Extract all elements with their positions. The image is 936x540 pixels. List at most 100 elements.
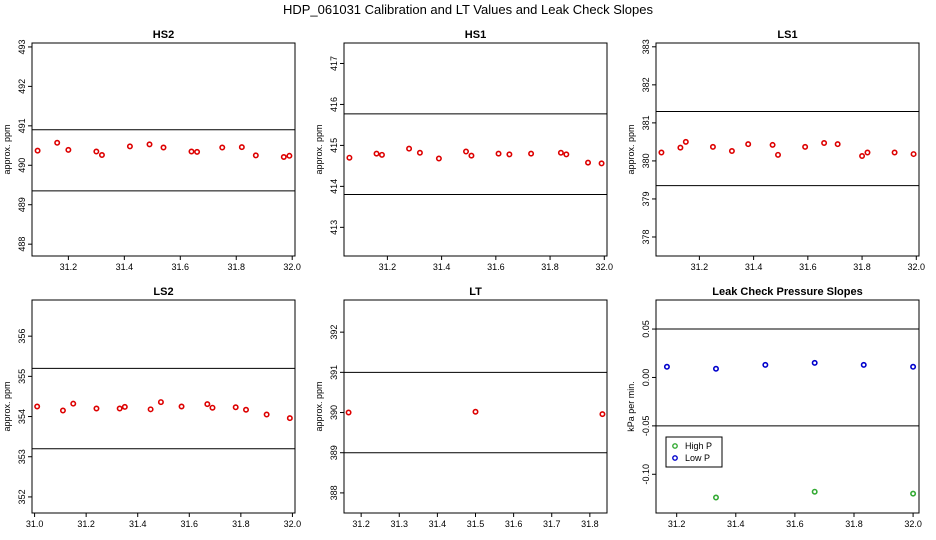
data-point [243,406,250,413]
x-tick-label: 32.0 [596,262,614,272]
x-tick-label: 31.2 [60,262,78,272]
data-point [263,411,270,418]
data-point [406,145,413,152]
data-point [252,152,259,159]
x-tick-label: 31.5 [467,519,485,529]
y-tick-label: 493 [17,39,27,54]
panel-5: LT approx. ppm 31.2 31.3 31.4 31.5 31.6 31.7 31.… [314,286,608,529]
data-point [658,149,665,156]
legend-marker [672,455,678,461]
data-point [811,359,818,366]
x-tick-label: 31.0 [26,519,44,529]
data-point [147,406,154,413]
x-tick-label: 31.2 [691,262,709,272]
x-tick-label: 31.6 [799,262,817,272]
legend-box [665,436,723,468]
panel-1: HS2 approx. ppm 31.2 31.4 31.6 31.8 32.0 488 489… [2,29,301,272]
legend-label: Low P [685,453,710,463]
panel-title: HS2 [153,29,174,41]
panel-title: HS1 [465,29,486,41]
y-tick-label: 390 [329,405,339,420]
x-tick-label: 31.6 [505,519,523,529]
y-tick-label: 391 [329,365,339,380]
x-tick-label: 32.0 [284,519,302,529]
legend: High P Low P [665,436,723,468]
panel-title: Leak Check Pressure Slopes [712,286,862,298]
data-point [157,399,164,406]
x-tick-label: 31.8 [227,262,245,272]
data-point [65,146,72,153]
data-point [506,151,513,158]
legend-marker [672,443,678,449]
data-point [762,361,769,368]
panel-4: LS2 approx. ppm 31.0 31.2 31.4 31.6 31.8 32.0 35… [2,286,301,529]
data-point [528,150,535,157]
y-tick-label: 490 [17,158,27,173]
data-point [286,152,293,159]
y-tick-label: -0.05 [641,416,651,437]
x-tick-label: 32.0 [908,262,926,272]
data-point [219,144,226,151]
x-tick-label: 31.2 [379,262,397,272]
x-tick-label: 31.2 [352,519,370,529]
data-point [346,154,353,161]
data-point [121,403,128,410]
data-point [563,151,570,158]
data-point [910,490,917,497]
y-axis-label: approx. ppm [314,124,324,174]
y-tick-label: 415 [329,138,339,153]
panel-title: LS2 [153,286,173,298]
y-axis-label: approx. ppm [626,124,636,174]
data-point [712,365,719,372]
x-tick-label: 31.4 [129,519,147,529]
y-tick-label: 352 [17,489,27,504]
panel-6: Leak Check Pressure Slopes kPa per min. 31… [626,286,922,529]
y-tick-label: 380 [641,153,651,168]
panel-2: HS1 approx. ppm 31.2 31.4 31.6 31.8 32.0 413 414… [314,29,613,272]
y-tick-label: 353 [17,449,27,464]
y-tick-label: 491 [17,118,27,133]
y-axis-label: approx. ppm [314,381,324,431]
y-tick-label: 488 [17,237,27,252]
x-tick-label: 31.2 [77,519,95,529]
y-tick-label: 392 [329,325,339,340]
x-tick-label: 31.8 [845,519,863,529]
data-point [232,404,239,411]
data-point [93,148,100,155]
figure-title: HDP_061031 Calibration and LT Values and… [283,2,654,17]
data-point [116,405,123,412]
data-point [472,408,479,415]
y-tick-label: 413 [329,220,339,235]
data-point [70,400,77,407]
x-tick-label: 31.8 [541,262,559,272]
data-point [416,149,423,156]
y-tick-label: 354 [17,409,27,424]
y-tick-label: 379 [641,191,651,206]
x-tick-label: 31.4 [429,519,447,529]
data-point [435,155,442,162]
data-point [682,138,689,145]
y-tick-label: 389 [329,445,339,460]
data-point [286,415,293,422]
y-tick-label: 417 [329,56,339,71]
plot-frame [655,42,920,257]
data-point [378,151,385,158]
data-point [345,409,352,416]
data-point [188,148,195,155]
data-point [93,405,100,412]
data-point [468,152,475,159]
x-tick-label: 32.0 [904,519,922,529]
panel-3: LS1 approx. ppm 31.2 31.4 31.6 31.8 32.0 378 379… [626,29,925,272]
x-tick-label: 31.4 [727,519,745,529]
x-tick-label: 31.6 [487,262,505,272]
data-point [712,494,719,501]
data-point [54,139,61,146]
y-tick-label: 489 [17,197,27,212]
y-tick-label: 356 [17,329,27,344]
data-point [146,141,153,148]
x-tick-label: 31.6 [786,519,804,529]
data-point [910,151,917,158]
data-point [891,149,898,156]
x-tick-label: 32.0 [283,262,301,272]
